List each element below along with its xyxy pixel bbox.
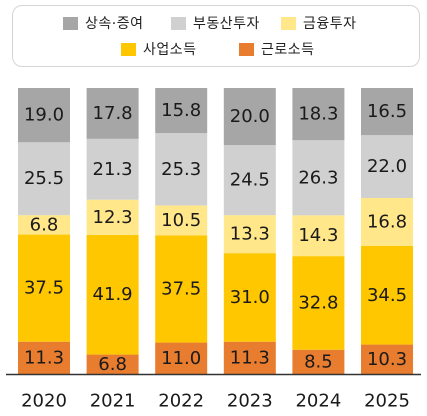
data-label: 15.8 (161, 100, 201, 121)
data-label: 11.3 (230, 347, 270, 368)
legend-item: 사업소득 (121, 40, 197, 58)
data-label: 8.5 (304, 351, 333, 372)
data-label: 20.0 (230, 106, 270, 127)
data-label: 25.5 (24, 168, 64, 189)
bar-segment (86, 88, 139, 139)
legend-label: 근로소득 (261, 42, 315, 58)
bar-segment (18, 234, 70, 342)
legend-swatch (63, 16, 78, 30)
x-tick-label: 2025 (364, 391, 410, 412)
data-label: 10.5 (161, 210, 201, 231)
legend-label: 사업소득 (143, 42, 197, 58)
data-label: 11.3 (24, 347, 64, 368)
legend-swatch (239, 42, 254, 56)
bar-segment (223, 145, 276, 216)
data-label: 17.8 (93, 103, 133, 124)
data-label: 37.5 (161, 279, 201, 300)
bar-segment (155, 133, 208, 206)
data-label: 26.3 (298, 167, 338, 188)
x-tick-label: 2022 (158, 391, 204, 412)
data-label: 13.3 (230, 224, 270, 245)
bar-segment (223, 88, 276, 146)
data-label: 22.0 (367, 156, 407, 177)
legend-item: 근로소득 (239, 40, 315, 58)
legend-swatch (171, 16, 186, 30)
data-label: 11.0 (161, 348, 201, 369)
data-label: 31.0 (230, 287, 270, 308)
legend-item: 부동산투자 (171, 14, 260, 32)
bar-segment (292, 349, 345, 374)
bar-segment (18, 215, 70, 235)
data-label: 16.5 (367, 101, 407, 122)
legend-label: 상속·증여 (85, 16, 144, 32)
bar-segment (155, 342, 208, 374)
data-label: 6.8 (30, 214, 59, 235)
legend-label: 금융투자 (303, 16, 357, 32)
x-tick-label: 2024 (295, 391, 341, 412)
bar-segment (292, 256, 345, 350)
data-label: 37.5 (24, 278, 64, 299)
data-label: 41.9 (93, 284, 133, 305)
data-label: 16.8 (367, 212, 407, 233)
bar-segment (155, 235, 208, 343)
bar-segment (155, 205, 208, 236)
data-label: 6.8 (98, 354, 127, 375)
data-label: 12.3 (93, 207, 133, 228)
bar-segment (361, 344, 413, 374)
bar-segment (223, 215, 276, 254)
bar-segment (361, 198, 413, 246)
bar-segment (18, 88, 70, 143)
x-tick-label: 2020 (21, 391, 67, 412)
bar-segment (155, 88, 208, 134)
bar-segment (86, 354, 139, 374)
bar-segment (223, 253, 276, 342)
data-label: 10.3 (367, 349, 407, 370)
bar-segment (361, 88, 413, 136)
bar-segment (18, 341, 70, 374)
x-tick-label: 2021 (90, 391, 136, 412)
data-label: 18.3 (298, 104, 338, 125)
data-label: 32.8 (298, 292, 338, 313)
legend-swatch (121, 42, 136, 56)
bar-segment (292, 140, 345, 216)
legend-item: 상속·증여 (63, 14, 143, 32)
data-label: 34.5 (367, 285, 407, 306)
bar-segment (292, 88, 345, 141)
bar-segment (18, 142, 70, 216)
bar-segment (361, 135, 413, 198)
bar-segment (86, 138, 139, 200)
legend-item: 금융투자 (281, 14, 357, 32)
bar-segment (223, 341, 276, 374)
data-label: 25.3 (161, 159, 201, 180)
bar-segment (361, 246, 413, 345)
data-label: 24.5 (230, 170, 270, 191)
legend-label: 부동산투자 (193, 16, 260, 32)
x-tick-label: 2023 (227, 391, 273, 412)
bar-segment (86, 234, 139, 355)
data-label: 14.3 (298, 225, 338, 246)
bar-segment (292, 215, 345, 257)
bar-segment (86, 199, 139, 235)
data-label: 21.3 (93, 159, 133, 180)
legend-swatch (281, 16, 296, 30)
data-label: 19.0 (24, 105, 64, 126)
